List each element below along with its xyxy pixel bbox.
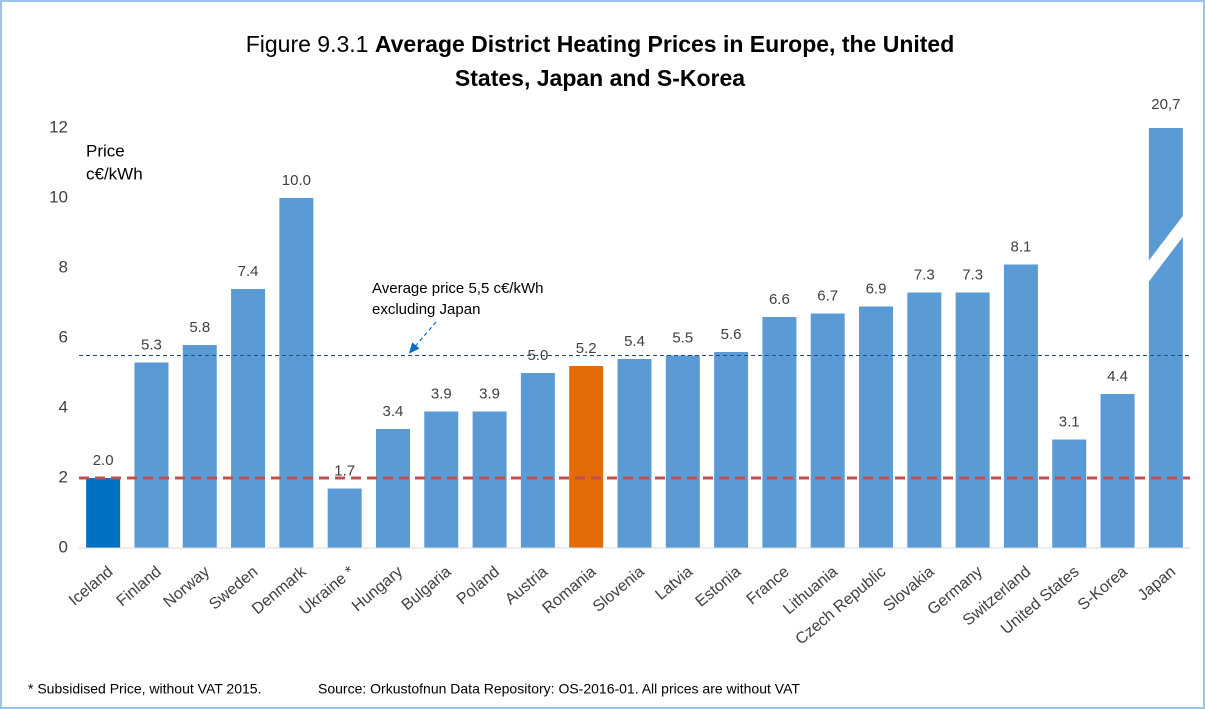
x-tick-label: Slovenia bbox=[590, 563, 648, 616]
bar bbox=[520, 373, 555, 548]
value-label: 3.4 bbox=[383, 403, 404, 420]
bar bbox=[569, 366, 604, 548]
value-label: 5.4 bbox=[624, 333, 645, 350]
bar bbox=[1100, 394, 1135, 548]
bar bbox=[617, 359, 652, 548]
annotation-arrow bbox=[408, 321, 437, 354]
x-tick-label: Iceland bbox=[66, 563, 116, 609]
y-tick-label: 12 bbox=[49, 117, 68, 136]
bar bbox=[1003, 264, 1038, 548]
bar bbox=[810, 313, 845, 548]
y-tick-label: 2 bbox=[59, 467, 68, 486]
value-label: 8.1 bbox=[1011, 238, 1032, 255]
value-label: 7.4 bbox=[238, 263, 259, 280]
value-label: 7.3 bbox=[914, 266, 935, 283]
x-tick-label: Japan bbox=[1135, 563, 1179, 604]
title-line: Average District Heating Prices in Europ… bbox=[375, 31, 954, 57]
value-label: 3.9 bbox=[431, 385, 452, 402]
value-label: 1.7 bbox=[334, 462, 355, 479]
y-tick-label: 0 bbox=[59, 537, 68, 556]
bar bbox=[424, 411, 459, 548]
value-label: 10.0 bbox=[282, 172, 311, 189]
x-tick-label: Poland bbox=[454, 563, 503, 608]
x-tick-label: S-Korea bbox=[1075, 563, 1131, 614]
y-tick-label: 6 bbox=[59, 327, 68, 346]
figure-number: Figure 9.3.1 bbox=[246, 31, 369, 57]
x-tick-label: Hungary bbox=[349, 563, 406, 615]
bar bbox=[182, 345, 217, 548]
x-tick-label: Czech Republic bbox=[793, 563, 890, 648]
x-tick-label: Finland bbox=[114, 563, 165, 610]
value-label: 5.2 bbox=[576, 340, 597, 357]
value-label: 5.8 bbox=[189, 319, 210, 336]
bar bbox=[472, 411, 507, 548]
value-label: 6.6 bbox=[769, 291, 790, 308]
x-tick-label: Bulgaria bbox=[399, 563, 455, 614]
y-tick-label: 4 bbox=[59, 397, 68, 416]
x-tick-label: Ukraine * bbox=[297, 563, 358, 618]
value-label: 6.9 bbox=[866, 280, 887, 297]
y-tick-label: 8 bbox=[59, 257, 68, 276]
plot-area bbox=[86, 128, 1183, 548]
x-tick-label: Latvia bbox=[652, 563, 696, 604]
y-axis-label: c€/kWh bbox=[86, 164, 143, 183]
bar bbox=[907, 292, 942, 548]
bar bbox=[279, 198, 314, 548]
footnote: Source: Orkustofnun Data Repository: OS-… bbox=[318, 681, 800, 697]
value-label: 7.3 bbox=[962, 266, 983, 283]
value-label: 5.3 bbox=[141, 336, 162, 353]
chart-title: Figure 9.3.1 Average District Heating Pr… bbox=[246, 31, 955, 57]
bar bbox=[375, 429, 410, 548]
annotation: excluding Japan bbox=[372, 301, 480, 318]
bar bbox=[859, 306, 894, 548]
value-label: 3.9 bbox=[479, 385, 500, 402]
value-label: 3.1 bbox=[1059, 413, 1080, 430]
bar bbox=[714, 352, 749, 548]
annotation: Average price 5,5 c€/kWh bbox=[372, 280, 543, 297]
x-tick-label: Romania bbox=[540, 563, 600, 617]
y-tick-label: 10 bbox=[49, 187, 68, 206]
bar bbox=[665, 355, 700, 548]
value-label: 2.0 bbox=[93, 452, 114, 469]
x-tick-label: Estonia bbox=[693, 563, 745, 610]
x-tick-label: Norway bbox=[161, 563, 213, 611]
value-label: 4.4 bbox=[1107, 368, 1128, 385]
bar bbox=[231, 289, 266, 548]
axis-break bbox=[1145, 212, 1186, 286]
bar bbox=[955, 292, 990, 548]
bar bbox=[1052, 439, 1087, 548]
y-axis-label: Price bbox=[86, 141, 125, 160]
bar bbox=[327, 488, 362, 548]
value-label: 6.7 bbox=[817, 287, 838, 304]
bar bbox=[762, 317, 797, 548]
footnote: * Subsidised Price, without VAT 2015. bbox=[28, 681, 261, 697]
bar bbox=[134, 362, 169, 548]
value-label: 5.6 bbox=[721, 326, 742, 343]
value-label: 20,7 bbox=[1151, 96, 1180, 113]
value-label: 5.5 bbox=[672, 329, 693, 346]
bar bbox=[86, 478, 121, 548]
title-line: States, Japan and S-Korea bbox=[455, 65, 745, 91]
